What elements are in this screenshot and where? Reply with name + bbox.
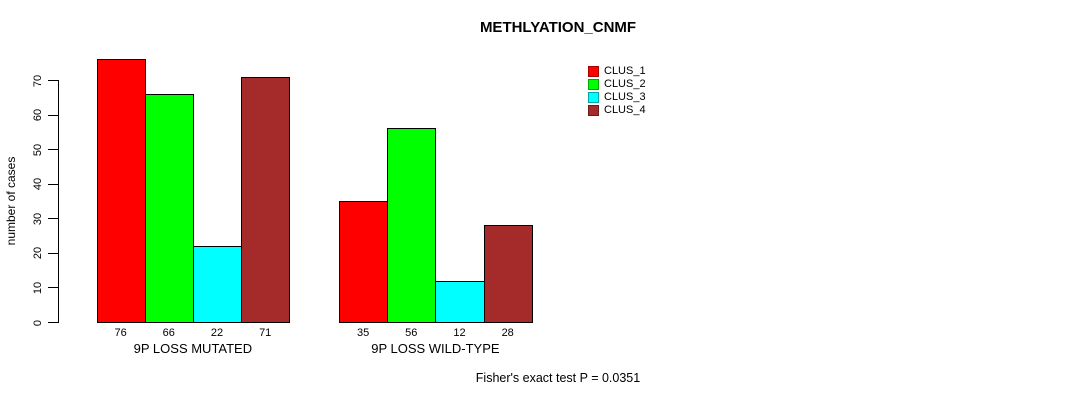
group-label-1: 9P LOSS MUTATED: [133, 341, 253, 356]
bar-clus_2-group2: [387, 128, 437, 323]
legend-swatch-clus_1: [588, 66, 599, 77]
legend: CLUS_1 CLUS_2 CLUS_3 CLUS_4: [588, 66, 646, 116]
bar-value-label: 71: [259, 326, 272, 339]
y-tick-label: 20: [32, 247, 44, 260]
bar-clus_1-group2: [339, 201, 389, 323]
bar-clus_4-group1: [241, 76, 291, 323]
chart-title: METHLYATION_CNMF: [479, 19, 637, 36]
bar-clus_3-group1: [192, 245, 243, 323]
legend-swatch-clus_4: [588, 105, 599, 116]
legend-label-clus_4: CLUS_4: [604, 104, 646, 116]
y-tick-mark: [48, 218, 58, 220]
legend-item-clus_4: CLUS_4: [588, 105, 646, 116]
legend-item-clus_3: CLUS_3: [588, 92, 646, 103]
bar-clus_3-group2: [435, 280, 485, 323]
bar-value-label: 35: [356, 326, 370, 339]
bar-clus_1-group1: [96, 59, 146, 323]
bar-clus_2-group1: [144, 93, 194, 323]
legend-label-clus_1: CLUS_1: [604, 65, 646, 77]
legend-label-clus_3: CLUS_3: [604, 91, 646, 103]
y-tick-mark: [48, 287, 58, 289]
bar-clus_4-group2: [483, 225, 533, 323]
y-tick-label: 30: [32, 212, 44, 225]
fisher-test-annotation: Fisher's exact test P = 0.0351: [475, 371, 641, 385]
group-label-2: 9P LOSS WILD-TYPE: [371, 341, 500, 356]
y-tick-label: 60: [32, 108, 44, 122]
y-tick-label: 70: [32, 74, 44, 87]
y-tick-mark: [48, 183, 58, 185]
legend-item-clus_2: CLUS_2: [588, 79, 646, 90]
y-axis-label: number of cases: [4, 156, 18, 246]
legend-item-clus_1: CLUS_1: [588, 66, 646, 77]
y-tick-mark: [48, 149, 58, 151]
y-tick-label: 40: [32, 178, 44, 191]
y-tick-mark: [48, 252, 58, 254]
bar-value-label: 12: [453, 326, 466, 339]
bar-value-label: 66: [162, 326, 175, 339]
bar-value-label: 22: [210, 326, 224, 339]
legend-label-clus_2: CLUS_2: [604, 78, 646, 90]
y-tick-mark: [48, 322, 58, 323]
bar-value-label: 56: [405, 326, 418, 339]
y-tick-label: 50: [32, 143, 44, 156]
y-tick-label: 0: [32, 319, 44, 326]
bar-value-label: 76: [114, 326, 127, 339]
legend-swatch-clus_2: [588, 79, 599, 90]
legend-swatch-clus_3: [588, 92, 599, 103]
y-tick-label: 10: [32, 281, 44, 295]
y-axis-line: [58, 80, 59, 323]
bar-value-label: 28: [501, 326, 514, 339]
y-tick-mark: [48, 114, 58, 116]
y-tick-mark: [48, 80, 58, 81]
